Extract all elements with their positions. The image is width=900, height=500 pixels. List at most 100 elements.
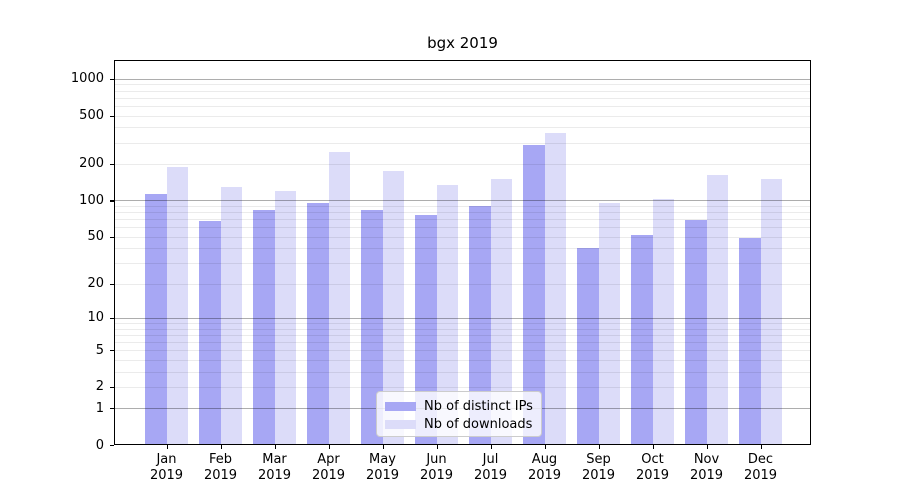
x-tick-mark [652,445,654,449]
x-tick-label: Jul 2019 [473,452,508,483]
x-tick-mark [274,445,276,449]
bar-nb-of-distinct-ips [469,205,491,445]
bar-nb-of-downloads [490,179,512,445]
gridline-minor [114,341,811,343]
bar-nb-of-distinct-ips [685,219,707,445]
gridline-minor [114,322,811,324]
y-tick-mark [110,115,114,117]
y-tick-mark [110,200,114,202]
y-tick-mark [110,317,114,320]
bar-nb-of-downloads [652,199,674,445]
legend-label-downloads: Nb of downloads [424,417,533,432]
x-tick-label: Feb 2019 [203,452,238,483]
x-tick-mark [220,445,222,449]
bar-nb-of-downloads [598,202,620,445]
bar-nb-of-downloads [220,187,242,445]
bar-nb-of-downloads [166,166,188,445]
y-tick-label: 2 [95,379,104,395]
y-tick-label: 100 [79,192,104,208]
legend-label-distinct-ips: Nb of distinct IPs [424,399,533,414]
y-tick-label: 20 [87,276,104,292]
bar-nb-of-distinct-ips [199,220,221,445]
chart-title: bgx 2019 [427,34,498,52]
bar-nb-of-downloads [544,132,566,445]
bar-nb-of-distinct-ips [415,215,437,445]
gridline-major [114,200,811,202]
gridline-minor [114,219,811,221]
bar-nb-of-distinct-ips [145,193,167,445]
gridline-minor [114,334,811,336]
gridline-minor [114,227,811,229]
legend: Nb of distinct IPs Nb of downloads [376,391,542,437]
plot-area: Nb of distinct IPs Nb of downloads [114,60,811,445]
gridline-minor [114,359,811,361]
bar-nb-of-distinct-ips [739,237,761,445]
x-tick-mark [328,445,330,449]
legend-item: Nb of distinct IPs [385,398,533,415]
gridline-minor [114,262,811,264]
gridline-minor [114,84,811,86]
bar-nb-of-downloads [760,179,782,445]
gridline-minor [114,115,811,117]
y-tick-label: 500 [79,108,104,124]
y-tick-mark [110,163,114,166]
bar-nb-of-downloads [274,190,296,445]
legend-swatch-distinct-ips [385,402,416,411]
gridline-minor [114,105,811,107]
y-tick-mark [110,350,114,352]
x-tick-mark [436,445,438,449]
x-tick-label: Mar 2019 [257,452,292,483]
y-tick-label: 50 [87,229,104,245]
bar-nb-of-distinct-ips [253,209,275,445]
gridline-minor [114,328,811,330]
x-tick-label: Apr 2019 [311,452,346,483]
x-tick-label: Oct 2019 [635,452,670,483]
y-tick-mark [110,78,114,81]
x-tick-label: Sep 2019 [581,452,616,483]
gridline-minor [114,350,811,352]
bar-nb-of-downloads [436,185,458,445]
bar-nb-of-distinct-ips [577,248,599,445]
gridline-minor [114,386,811,388]
legend-item: Nb of downloads [385,416,533,433]
gridline-minor [114,97,811,99]
bar-nb-of-distinct-ips [523,145,545,445]
legend-swatch-downloads [385,420,416,429]
gridline-minor [114,142,811,144]
x-tick-mark [166,445,168,449]
x-tick-mark [544,445,546,449]
bar-nb-of-distinct-ips [631,234,653,445]
gridline-major [114,317,811,319]
gridline-minor [114,371,811,373]
x-tick-mark [382,445,384,449]
x-tick-label: Nov 2019 [689,452,724,483]
x-tick-mark [490,445,492,449]
bar-nb-of-downloads [706,174,728,445]
x-tick-mark [598,445,600,449]
x-tick-label: Dec 2019 [743,452,778,483]
y-tick-label: 0 [95,437,104,453]
y-tick-mark [110,445,114,447]
bar-nb-of-distinct-ips [361,209,383,445]
x-tick-label: May 2019 [365,452,400,483]
x-tick-label: Jan 2019 [149,452,184,483]
y-tick-mark [110,386,114,388]
bar-nb-of-downloads [382,171,404,445]
y-tick-label: 1000 [70,71,104,87]
gridline-major [114,78,811,80]
x-tick-label: Jun 2019 [419,452,454,483]
x-tick-mark [760,445,762,449]
y-tick-mark [110,408,114,410]
gridline-minor [114,212,811,214]
gridline-minor [114,236,811,238]
bar-nb-of-downloads [328,152,350,445]
y-tick-label: 10 [87,310,104,326]
bar-nb-of-distinct-ips [307,202,329,445]
y-tick-label: 5 [95,342,104,358]
gridline-minor [114,90,811,92]
x-tick-mark [706,445,708,449]
gridline-minor [114,205,811,207]
y-tick-mark [110,283,114,285]
y-tick-label: 200 [79,156,104,172]
